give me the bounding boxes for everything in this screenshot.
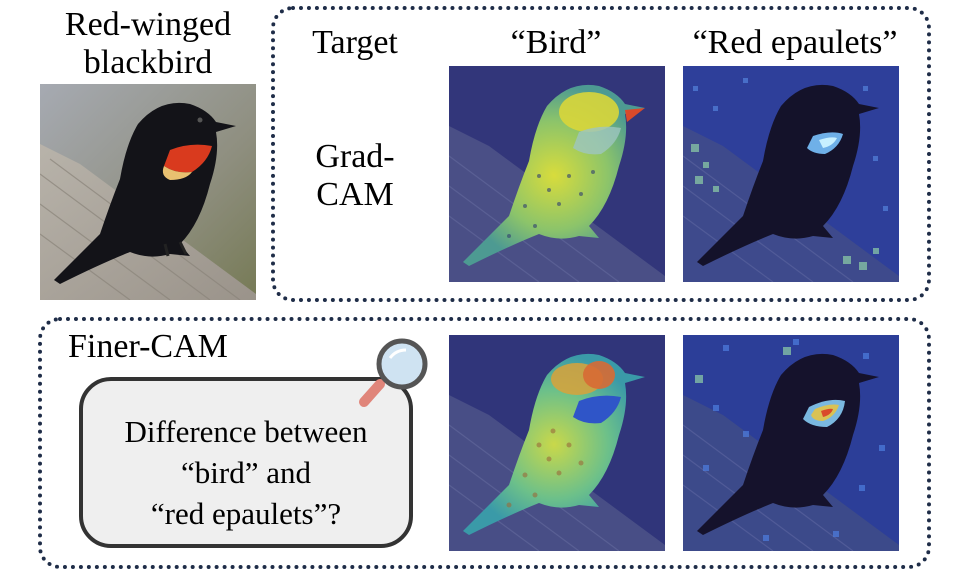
- question-line3: “red epaulets”?: [150, 496, 342, 531]
- column-header-red-epaulets: “Red epaulets”: [692, 24, 898, 61]
- original-bird-photo: [40, 84, 256, 300]
- method-label-line2: CAM: [316, 176, 394, 213]
- species-label-line1: Red-winged: [64, 6, 232, 43]
- method-label-finer-cam: Finer-CAM: [68, 328, 228, 365]
- finercam-bird-heatmap: [449, 335, 665, 551]
- grad-cam-panel: [271, 6, 931, 302]
- column-header-bird: “Bird”: [510, 24, 602, 61]
- target-label: Target: [312, 24, 398, 61]
- gradcam-bird-heatmap: [449, 66, 665, 282]
- question-line1: Difference between: [124, 414, 368, 449]
- method-label-grad-cam: Grad- CAM: [295, 138, 415, 214]
- finer-cam-panel: [38, 317, 931, 569]
- species-label-line2: blackbird: [83, 44, 213, 81]
- finercam-red-epaulets-heatmap: [683, 335, 899, 551]
- species-label: Red-winged blackbird: [30, 6, 266, 82]
- gradcam-red-epaulets-heatmap: [683, 66, 899, 282]
- question-text: Difference between “bird” and “red epaul…: [83, 411, 409, 534]
- question-line2: “bird” and: [181, 455, 311, 490]
- magnifier-icon: [350, 336, 434, 414]
- method-label-line1: Grad-: [315, 138, 395, 175]
- question-bubble: Difference between “bird” and “red epaul…: [79, 377, 413, 548]
